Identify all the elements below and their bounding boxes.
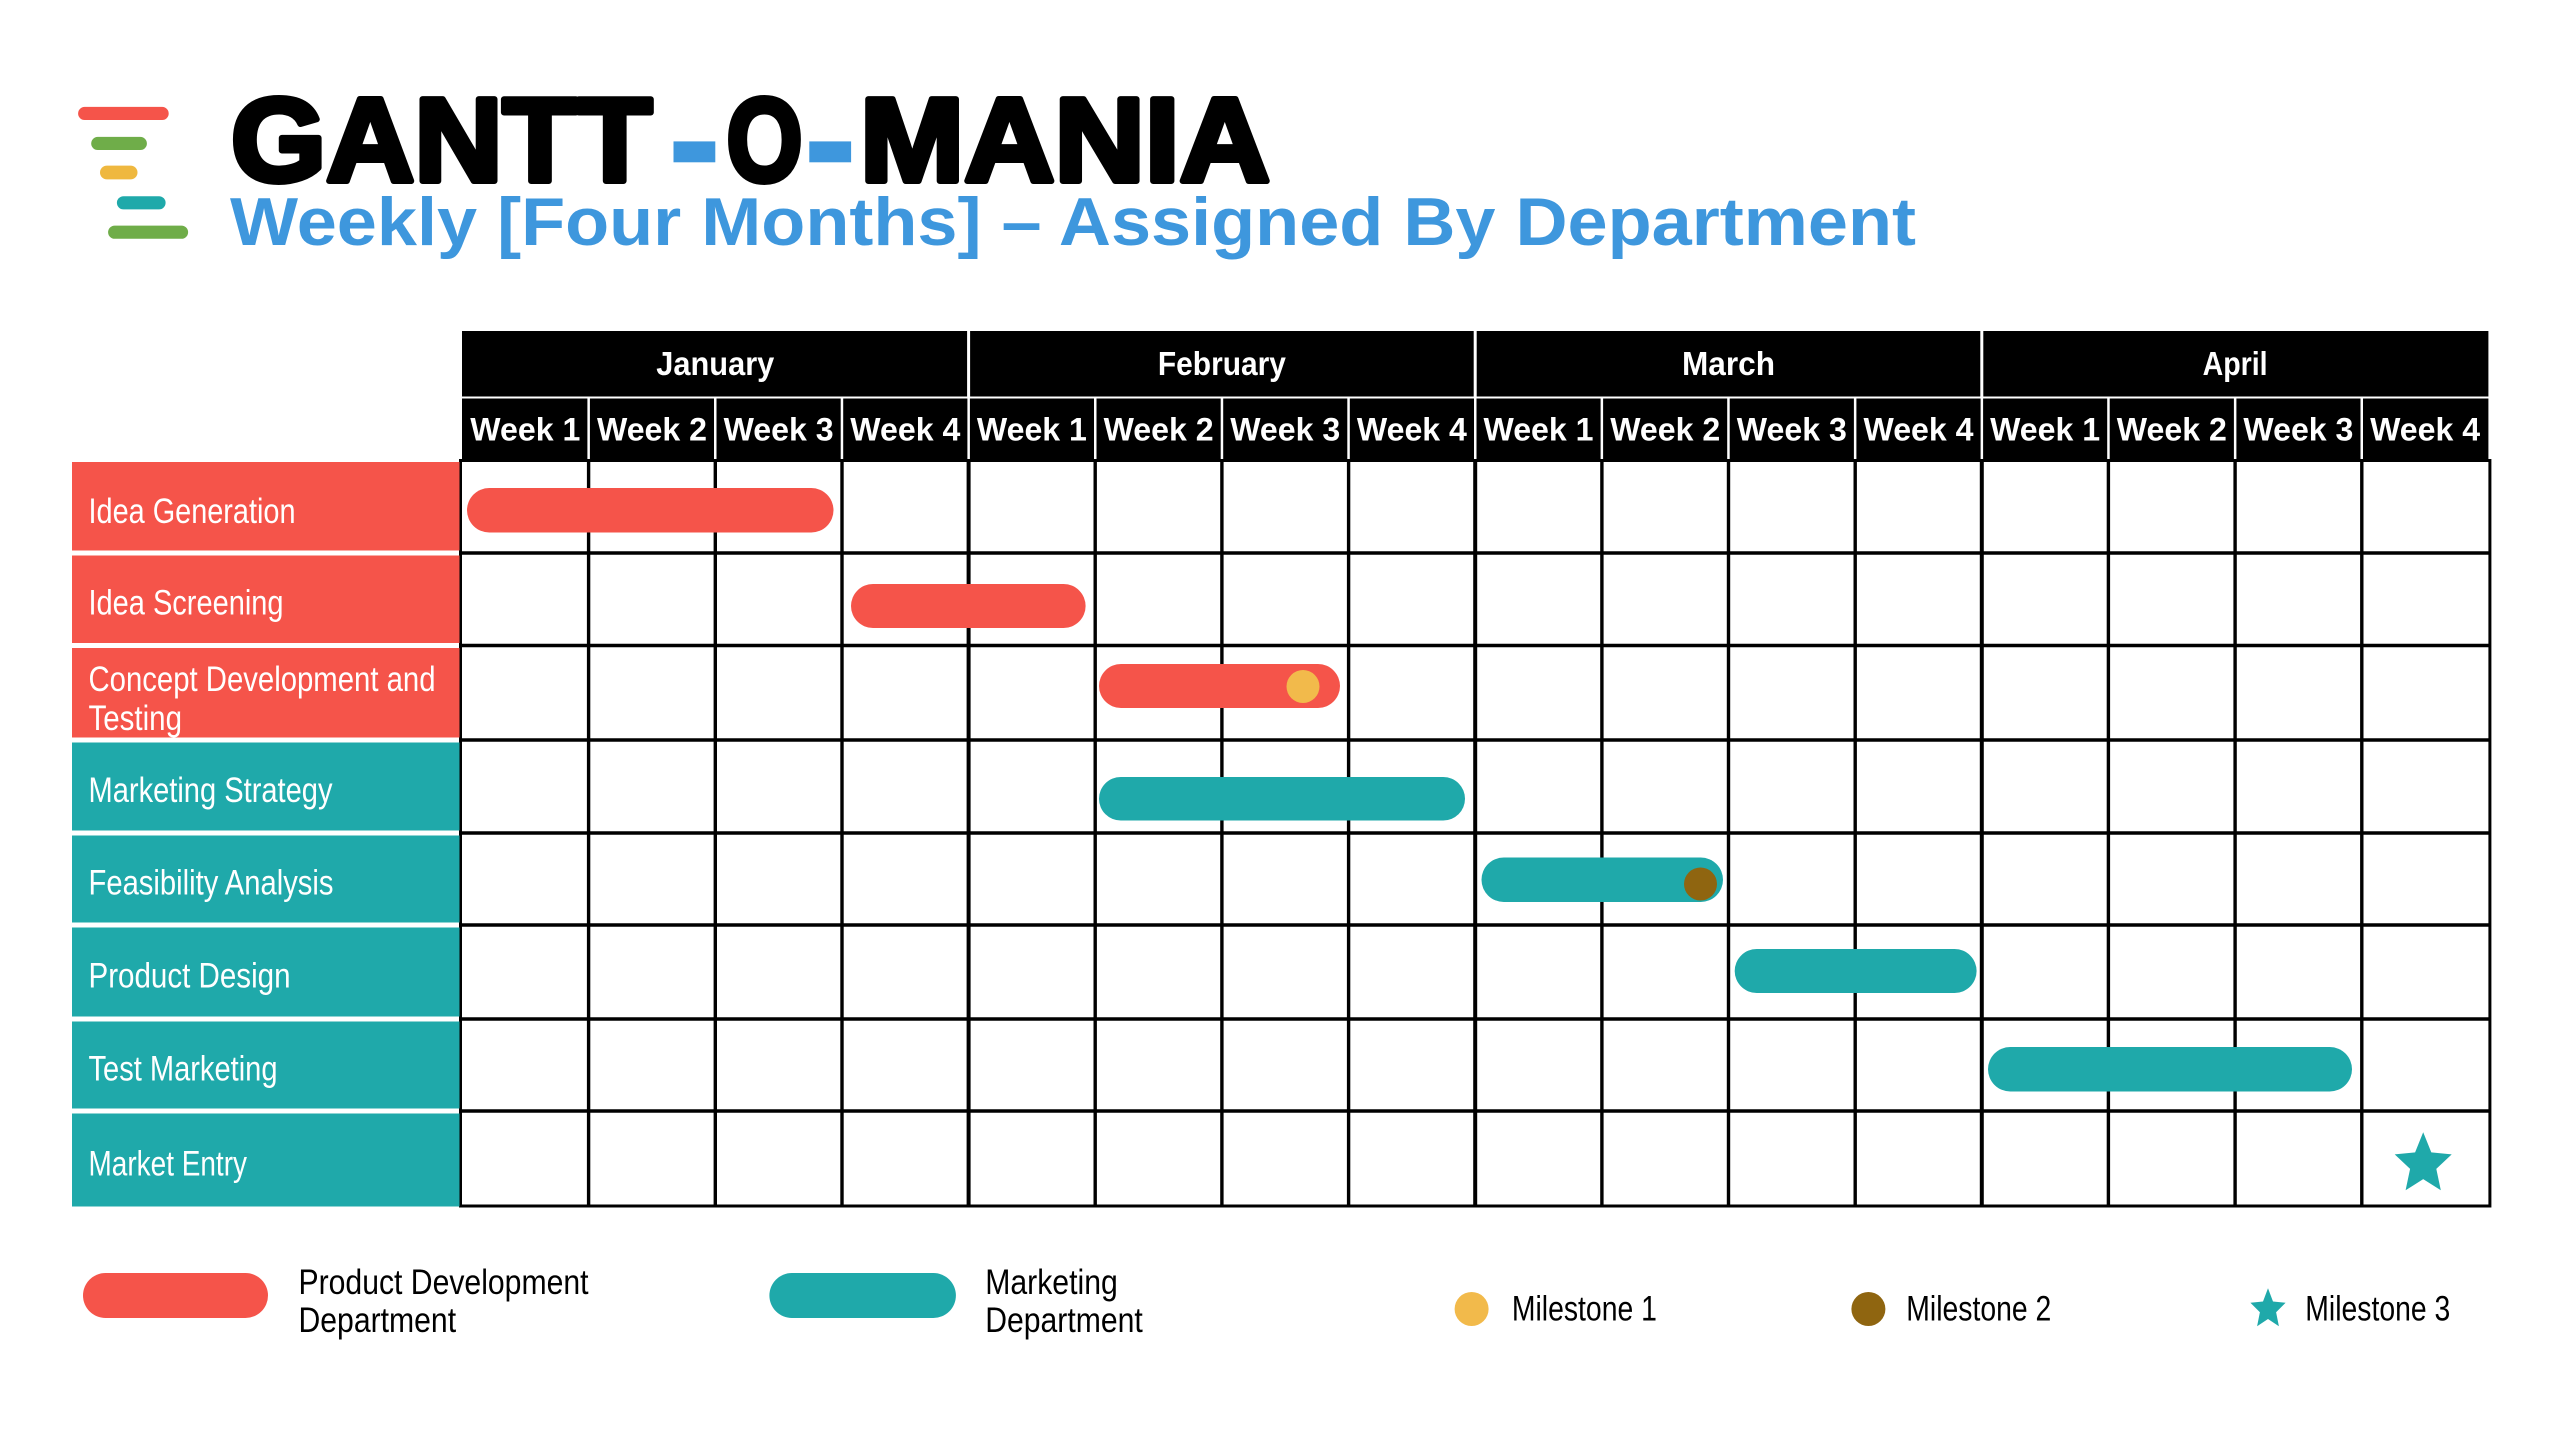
svg-text:Week 1: Week 1 [470, 412, 580, 448]
svg-text:Week 4: Week 4 [2370, 412, 2480, 448]
svg-text:Week 2: Week 2 [1104, 412, 1214, 448]
svg-text:Week 1: Week 1 [977, 412, 1087, 448]
svg-text:Week 3: Week 3 [1230, 412, 1340, 448]
svg-text:Department: Department [299, 1301, 457, 1340]
svg-text:April: April [2203, 345, 2268, 382]
svg-text:January: January [656, 345, 775, 382]
svg-text:March: March [1682, 345, 1775, 382]
svg-text:Department: Department [985, 1301, 1143, 1340]
svg-text:Test Marketing: Test Marketing [89, 1050, 278, 1089]
svg-text:February: February [1158, 345, 1287, 382]
svg-text:Week 1: Week 1 [1990, 412, 2100, 448]
svg-text:Week 2: Week 2 [597, 412, 707, 448]
svg-text:Feasibility Analysis: Feasibility Analysis [89, 864, 334, 903]
svg-text:Market Entry: Market Entry [89, 1144, 248, 1183]
svg-text:Week 4: Week 4 [850, 412, 960, 448]
svg-text:Week 3: Week 3 [724, 412, 834, 448]
svg-text:Week 2: Week 2 [2117, 412, 2227, 448]
svg-text:Milestone 3: Milestone 3 [2305, 1290, 2450, 1329]
svg-text:Idea Generation: Idea Generation [89, 492, 296, 531]
svg-text:Product Design: Product Design [89, 957, 291, 996]
svg-text:Marketing: Marketing [985, 1263, 1118, 1302]
svg-text:Week 1: Week 1 [1484, 412, 1594, 448]
svg-text:Week 4: Week 4 [1864, 412, 1974, 448]
svg-text:Weekly [Four Months] – Assigne: Weekly [Four Months] – Assigned By Depar… [230, 184, 1916, 260]
svg-text:Week 3: Week 3 [1737, 412, 1847, 448]
svg-text:Concept Development and: Concept Development and [89, 660, 436, 699]
svg-text:Milestone 2: Milestone 2 [1906, 1290, 2051, 1329]
svg-text:Product Development: Product Development [299, 1263, 589, 1302]
svg-text:O: O [727, 74, 803, 207]
svg-text:Marketing Strategy: Marketing Strategy [89, 771, 333, 810]
svg-text:MANIA: MANIA [860, 74, 1270, 207]
svg-text:Week 3: Week 3 [2243, 412, 2353, 448]
svg-text:Milestone 1: Milestone 1 [1512, 1290, 1657, 1329]
svg-text:GANTT: GANTT [231, 74, 652, 207]
svg-text:Idea Screening: Idea Screening [89, 584, 284, 623]
svg-text:Testing: Testing [89, 699, 183, 738]
svg-text:Week 2: Week 2 [1610, 412, 1720, 448]
svg-text:Week 4: Week 4 [1357, 412, 1467, 448]
